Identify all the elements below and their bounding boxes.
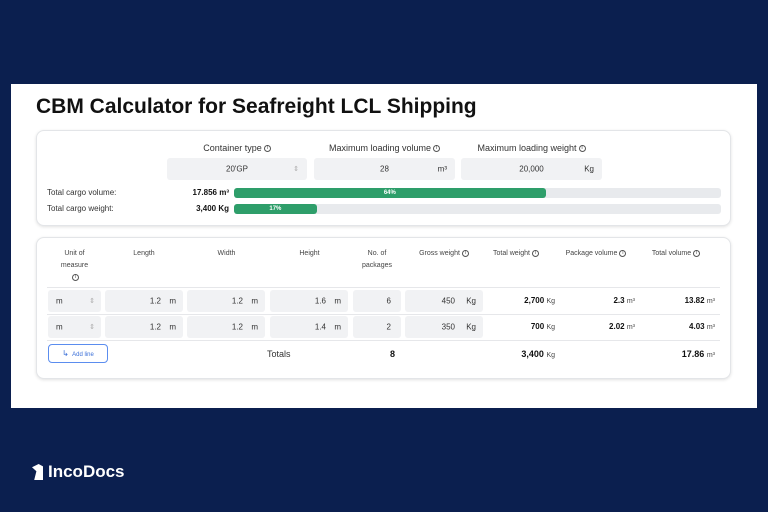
container-card: Container type i Maximum loading volume i … — [36, 130, 731, 226]
info-icon[interactable]: i — [578, 145, 586, 153]
header-height: Height — [299, 250, 320, 257]
package-volume-value: 2.3 m³ — [613, 296, 635, 305]
total-volume-value: 4.03 m³ — [689, 322, 715, 331]
header-gross: Gross weight i — [405, 248, 483, 260]
max-weight-input[interactable]: 20,000 Kg — [461, 158, 602, 180]
chevron-updown-icon: ⇕ — [89, 298, 95, 305]
totals-label: Totals — [267, 349, 291, 359]
total-weight-value: 3,400 Kg — [196, 204, 229, 213]
volume-progress-bar: 64% — [234, 188, 721, 198]
totals-weight: 3,400 Kg — [521, 349, 555, 359]
max-volume-label: Maximum loading volume i — [314, 143, 455, 153]
total-volume-value: 13.82 m³ — [684, 296, 715, 305]
add-line-button[interactable]: ↳ Add line — [48, 344, 108, 363]
info-icon[interactable]: i — [531, 249, 539, 257]
max-weight-label: Maximum loading weight i — [461, 143, 602, 153]
page-title: CBM Calculator for Seafreight LCL Shippi… — [36, 95, 477, 118]
header-unit: Unit of measure i — [60, 250, 89, 281]
length-input[interactable]: 1.2 m — [105, 290, 183, 312]
weight-progress-bar: 17% — [234, 204, 721, 214]
header-length: Length — [133, 250, 155, 257]
info-icon[interactable]: i — [461, 249, 469, 257]
volume-progress-fill: 64% — [234, 188, 546, 198]
packages-input[interactable]: 2 — [353, 316, 401, 338]
max-volume-input[interactable]: 28 m³ — [314, 158, 455, 180]
packages-input[interactable]: 6 — [353, 290, 401, 312]
packages-table: ↳ Add line Totals 8 3,400 Kg 17.86 m³ Un… — [36, 237, 731, 379]
info-icon[interactable]: i — [693, 249, 701, 257]
container-type-label: Container type i — [167, 143, 307, 153]
header-total-weight: Total weight i — [477, 248, 555, 260]
gross-weight-input[interactable]: 350 Kg — [405, 316, 483, 338]
width-input[interactable]: 1.2 m — [187, 316, 265, 338]
height-input[interactable]: 1.4 m — [270, 316, 348, 338]
total-weight-label: Total cargo weight: — [47, 204, 114, 213]
total-weight-value: 2,700 Kg — [524, 296, 555, 305]
weight-progress-fill: 17% — [234, 204, 317, 214]
incodocs-logo: IncoDocs — [32, 462, 125, 482]
header-total-volume: Total volume i — [637, 248, 715, 260]
info-icon[interactable]: i — [619, 249, 627, 257]
package-volume-value: 2.02 m³ — [609, 322, 635, 331]
length-input[interactable]: 1.2 m — [105, 316, 183, 338]
arrow-turn-icon: ↳ — [62, 349, 69, 358]
info-icon[interactable]: i — [263, 145, 271, 153]
logo-icon — [32, 464, 43, 480]
info-icon[interactable]: i — [72, 273, 79, 281]
chevron-updown-icon: ⇕ — [89, 324, 95, 331]
totals-volume: 17.86 m³ — [681, 349, 715, 359]
header-width: Width — [217, 250, 236, 257]
total-volume-label: Total cargo volume: — [47, 188, 117, 197]
chevron-updown-icon: ⇕ — [293, 166, 299, 173]
totals-packages: 8 — [389, 349, 395, 359]
width-input[interactable]: 1.2 m — [187, 290, 265, 312]
height-input[interactable]: 1.6 m — [270, 290, 348, 312]
header-package-volume: Package volume i — [557, 248, 635, 260]
total-volume-value: 17.856 m³ — [192, 188, 229, 197]
total-weight-value: 700 Kg — [530, 322, 555, 331]
header-packages: No. of packages — [362, 250, 392, 269]
info-icon[interactable]: i — [433, 145, 441, 153]
unit-select[interactable]: m ⇕ — [48, 316, 101, 338]
gross-weight-input[interactable]: 450 Kg — [405, 290, 483, 312]
container-type-select[interactable]: 20'GP ⇕ — [167, 158, 307, 180]
unit-select[interactable]: m ⇕ — [48, 290, 101, 312]
